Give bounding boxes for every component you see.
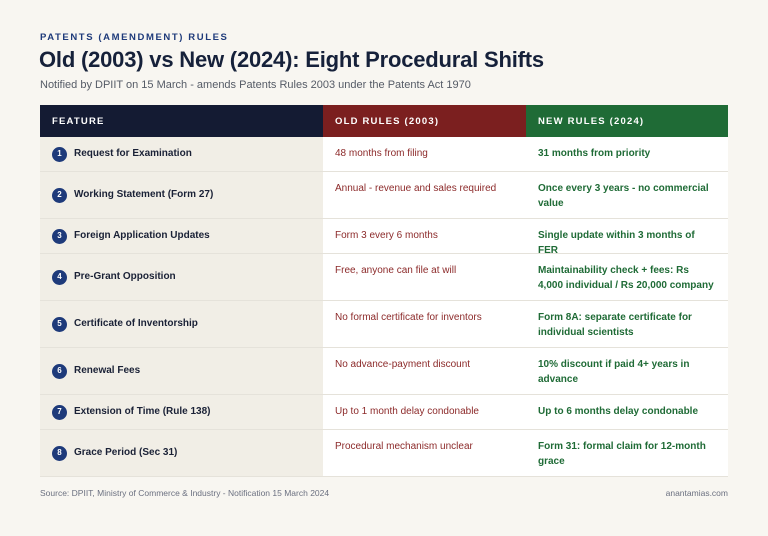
new-rule-cell: Form 8A: separate certificate for indivi… — [526, 301, 728, 347]
row-number-badge: 2 — [52, 187, 67, 203]
row-number-badge: 1 — [52, 146, 67, 162]
table-row: 7 Extension of Time (Rule 138) Up to 1 mo… — [40, 395, 728, 430]
old-rule-cell: Free, anyone can file at will — [323, 254, 526, 300]
table-row: 1 Request for Examination 48 months from … — [40, 137, 728, 172]
feature-label: Request for Examination — [74, 147, 192, 159]
row-number-badge: 3 — [52, 228, 67, 244]
table-row: 6 Renewal Fees No advance-payment discoun… — [40, 348, 728, 395]
feature-label: Grace Period (Sec 31) — [74, 446, 178, 458]
kicker: PATENTS (AMENDMENT) RULES — [40, 32, 229, 43]
new-rule-cell: Form 31: formal claim for 12-month grace — [526, 430, 728, 476]
source-note: Source: DPIIT, Ministry of Commerce & In… — [40, 488, 330, 498]
old-rule-cell: Annual - revenue and sales required — [323, 172, 526, 218]
new-rule-cell: Single update within 3 months of FER — [526, 219, 728, 256]
feature-label: Extension of Time (Rule 138) — [74, 405, 211, 417]
feature-label: Pre-Grant Opposition — [74, 270, 176, 282]
feature-label: Certificate of Inventorship — [74, 317, 198, 329]
old-rule-cell: 48 months from filing — [323, 137, 526, 171]
feature-cell: 7 Extension of Time (Rule 138) — [40, 395, 323, 429]
table-row: 8 Grace Period (Sec 31) Procedural mechan… — [40, 430, 728, 477]
old-rule-cell: No advance-payment discount — [323, 348, 526, 394]
feature-cell: 4 Pre-Grant Opposition — [40, 254, 323, 300]
new-rule-cell: Up to 6 months delay condonable — [526, 395, 728, 429]
feature-label: Renewal Fees — [74, 364, 141, 376]
table-row: 2 Working Statement (Form 27) Annual - re… — [40, 172, 728, 219]
feature-cell: 5 Certificate of Inventorship — [40, 301, 323, 347]
new-rule-cell: 10% discount if paid 4+ years in advance — [526, 348, 728, 394]
row-number-badge: 5 — [52, 316, 67, 332]
new-rule-cell: 31 months from priority — [526, 137, 728, 171]
old-rule-cell: Up to 1 month delay condonable — [323, 395, 526, 429]
row-number-badge: 7 — [52, 404, 67, 420]
new-rule-cell: Once every 3 years - no commercial value — [526, 172, 728, 218]
feature-cell: 8 Grace Period (Sec 31) — [40, 430, 323, 476]
feature-label: Working Statement (Form 27) — [74, 188, 214, 200]
page-title: Old (2003) vs New (2024): Eight Procedur… — [39, 47, 544, 72]
new-rule-cell: Maintainability check + fees: Rs 4,000 i… — [526, 254, 728, 300]
row-number-badge: 4 — [52, 269, 67, 285]
comparison-table: FEATURE OLD RULES (2003) NEW RULES (2024… — [40, 105, 728, 477]
old-rule-cell: Procedural mechanism unclear — [323, 430, 526, 476]
feature-cell: 1 Request for Examination — [40, 137, 323, 171]
header-new-rules: NEW RULES (2024) — [526, 105, 728, 137]
feature-cell: 2 Working Statement (Form 27) — [40, 172, 323, 218]
header-feature: FEATURE — [40, 105, 323, 137]
row-number-badge: 8 — [52, 445, 67, 461]
old-rule-cell: No formal certificate for inventors — [323, 301, 526, 347]
feature-cell: 3 Foreign Application Updates — [40, 219, 323, 253]
brand-link[interactable]: anantamias.com — [665, 488, 728, 498]
feature-cell: 6 Renewal Fees — [40, 348, 323, 394]
table-row: 5 Certificate of Inventorship No formal c… — [40, 301, 728, 348]
page-subtitle: Notified by DPIIT on 15 March - amends P… — [40, 79, 471, 91]
table-row: 4 Pre-Grant Opposition Free, anyone can f… — [40, 254, 728, 301]
feature-label: Foreign Application Updates — [74, 229, 210, 241]
table-header: FEATURE OLD RULES (2003) NEW RULES (2024… — [40, 105, 728, 137]
table-row: 3 Foreign Application Updates Form 3 ever… — [40, 219, 728, 256]
row-number-badge: 6 — [52, 363, 67, 379]
old-rule-cell: Form 3 every 6 months — [323, 219, 526, 253]
header-old-rules: OLD RULES (2003) — [323, 105, 526, 137]
